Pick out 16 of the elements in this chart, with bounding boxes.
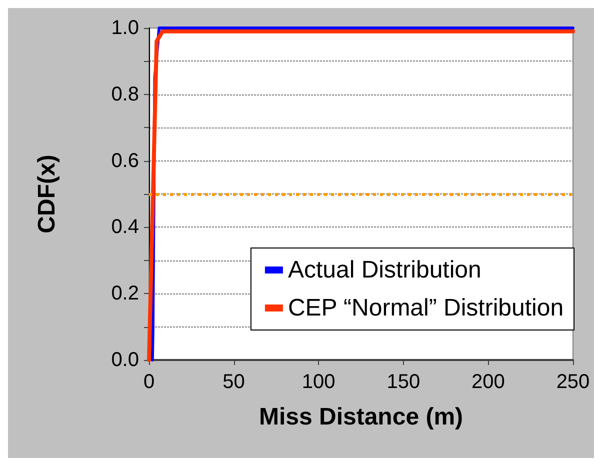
legend-label: Actual Distribution <box>288 256 482 284</box>
x-tick-label: 50 <box>222 371 245 393</box>
x-axis-title: Miss Distance (m) <box>258 404 464 430</box>
x-tick-label: 250 <box>556 371 590 393</box>
x-tick-label: 200 <box>472 371 505 393</box>
y-tick-label: 0.2 <box>111 282 139 305</box>
x-tick-label: 150 <box>386 371 420 393</box>
y-tick-label: 0.4 <box>111 216 139 238</box>
y-tick-label: 0.8 <box>111 83 139 106</box>
y-tick-label: 1.0 <box>111 17 139 39</box>
x-tick-label: 100 <box>302 371 336 393</box>
y-tick-label: 0.6 <box>111 150 139 172</box>
y-tick-label: 0.0 <box>111 349 139 371</box>
y-axis-title: CDF(x) <box>34 154 60 234</box>
x-tick-label: 0 <box>143 371 155 393</box>
legend-label: CEP “Normal” Distribution <box>288 294 564 322</box>
